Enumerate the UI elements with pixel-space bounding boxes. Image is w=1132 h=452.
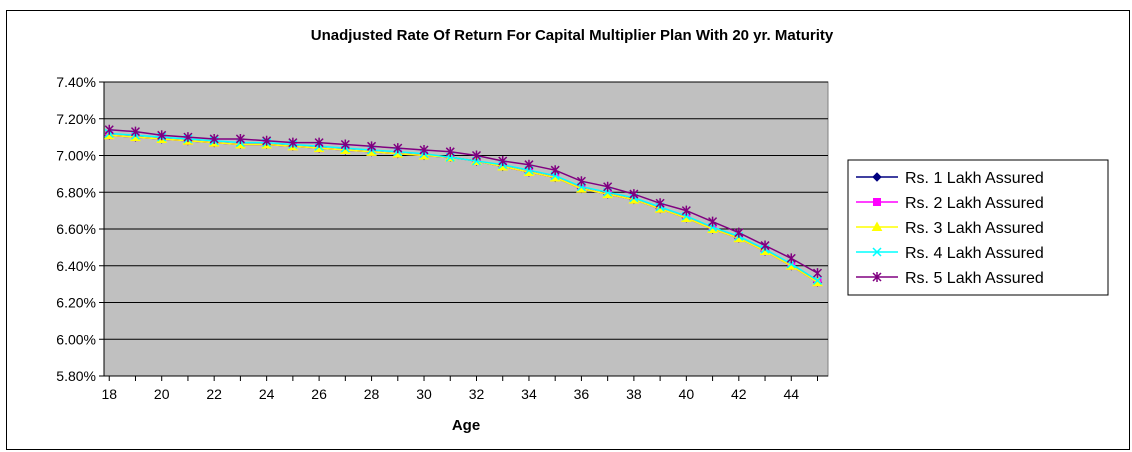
data-point xyxy=(209,133,219,144)
data-point xyxy=(262,135,272,146)
x-tick-label: 36 xyxy=(574,386,590,402)
legend: Rs. 1 Lakh Assured Rs. 2 Lakh Assured Rs. … xyxy=(847,159,1109,296)
data-point xyxy=(629,189,639,200)
data-point xyxy=(288,137,298,148)
data-point xyxy=(104,124,114,135)
y-tick-label: 7.40% xyxy=(56,74,96,90)
data-point xyxy=(655,198,665,209)
y-tick-label: 5.80% xyxy=(56,368,96,384)
x-tick-label: 44 xyxy=(783,386,799,402)
legend-item: Rs. 3 Lakh Assured xyxy=(856,220,1044,237)
data-point xyxy=(471,150,482,161)
x-tick-label: 30 xyxy=(416,386,432,402)
x-tick-label: 42 xyxy=(731,386,747,402)
x-axis-ticks: 18 20 22 24 26 28 30 32 34 36 38 40 42 44 xyxy=(101,376,819,402)
data-point xyxy=(812,275,823,285)
data-point xyxy=(872,247,882,257)
x-tick-label: 26 xyxy=(311,386,327,402)
legend-item: Rs. 4 Lakh Assured xyxy=(856,245,1044,262)
y-tick-label: 6.20% xyxy=(56,295,96,311)
data-point xyxy=(871,221,883,231)
x-tick-label: 28 xyxy=(364,386,380,402)
data-point xyxy=(812,268,823,279)
data-point xyxy=(314,137,324,148)
x-tick-label: 20 xyxy=(154,386,170,402)
data-point xyxy=(576,176,586,187)
legend-label: Rs. 3 Lakh Assured xyxy=(905,220,1044,237)
data-point xyxy=(445,146,455,157)
chart-title: Unadjusted Rate Of Return For Capital Mu… xyxy=(311,27,834,44)
data-point xyxy=(130,126,141,137)
data-point xyxy=(393,143,403,154)
data-point xyxy=(183,132,193,143)
legend-label: Rs. 1 Lakh Assured xyxy=(905,170,1044,187)
data-point xyxy=(419,144,429,155)
legend-label: Rs. 2 Lakh Assured xyxy=(905,195,1044,212)
y-tick-label: 6.40% xyxy=(56,258,96,274)
legend-label: Rs. 5 Lakh Assured xyxy=(905,270,1044,287)
y-tick-label: 6.60% xyxy=(56,221,96,237)
x-tick-label: 38 xyxy=(626,386,642,402)
data-point xyxy=(367,141,377,152)
legend-item: Rs. 1 Lakh Assured xyxy=(856,170,1044,187)
series-lines xyxy=(103,124,823,287)
x-tick-label: 22 xyxy=(206,386,222,402)
y-tick-label: 7.00% xyxy=(56,148,96,164)
legend-item: Rs. 5 Lakh Assured xyxy=(856,270,1044,287)
data-point xyxy=(708,216,718,227)
series-5 xyxy=(104,124,823,279)
data-point xyxy=(498,156,508,167)
data-point xyxy=(734,227,744,238)
x-tick-label: 34 xyxy=(521,386,537,402)
y-tick-label: 6.80% xyxy=(56,184,96,200)
series-4 xyxy=(104,128,823,285)
y-tick-label: 7.20% xyxy=(56,111,96,127)
data-point xyxy=(872,172,882,182)
data-point xyxy=(235,133,245,144)
x-tick-label: 18 xyxy=(101,386,117,402)
x-tick-label: 24 xyxy=(259,386,275,402)
series-line xyxy=(109,129,818,274)
x-axis-title: Age xyxy=(452,417,480,434)
gridlines xyxy=(104,81,828,377)
data-point xyxy=(681,205,691,216)
series-line xyxy=(109,132,818,282)
data-point xyxy=(157,130,167,141)
x-tick-label: 32 xyxy=(469,386,485,402)
data-point xyxy=(603,181,613,192)
data-point xyxy=(760,240,770,251)
data-point xyxy=(550,165,560,176)
data-point xyxy=(524,159,534,170)
x-tick-label: 40 xyxy=(679,386,695,402)
data-point xyxy=(786,253,796,264)
y-axis-ticks: 5.80% 6.00% 6.20% 6.40% 6.60% 6.80% 7.00% 7.20%… xyxy=(56,74,104,384)
y-tick-label: 6.00% xyxy=(56,331,96,347)
data-point xyxy=(873,198,881,206)
data-point xyxy=(340,139,350,150)
data-point xyxy=(872,272,882,282)
legend-item: Rs. 2 Lakh Assured xyxy=(856,195,1044,212)
legend-label: Rs. 4 Lakh Assured xyxy=(905,245,1044,262)
